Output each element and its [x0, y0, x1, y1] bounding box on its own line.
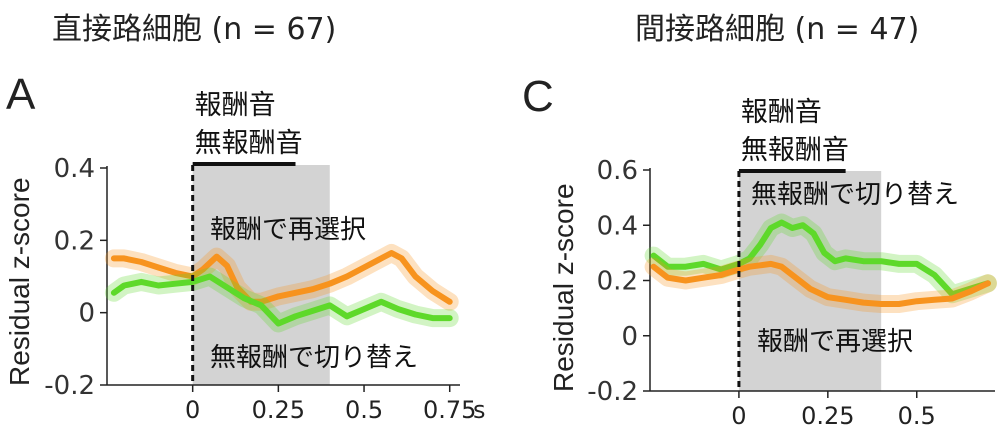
y-tick-label: -0.2 — [587, 377, 638, 407]
series-line — [110, 273, 453, 327]
y-tick-label: 0 — [621, 322, 638, 352]
y-tick-label: 0.4 — [597, 211, 638, 241]
x-unit-label: s — [473, 396, 486, 424]
x-tick-label: 0.5 — [345, 396, 383, 424]
y-tick-label: 0.6 — [597, 156, 638, 186]
x-tick-label: 0 — [185, 396, 200, 424]
series-annotation: 報酬で再選択 — [757, 327, 913, 357]
sound-label-noreward: 無報酬音 — [195, 128, 303, 159]
y-tick-label: 0.2 — [597, 267, 638, 297]
panel-a-letter: A — [6, 70, 36, 119]
y-tick-label: 0 — [78, 299, 95, 329]
y-tick-label: 0.2 — [54, 226, 95, 256]
x-tick-label: 0 — [731, 402, 746, 430]
sound-label-noreward: 無報酬音 — [741, 135, 849, 166]
shaded-region — [192, 165, 330, 385]
x-tick-label: 0.75 — [423, 396, 476, 424]
x-tick-label: 0.25 — [801, 402, 854, 430]
series-line — [650, 260, 991, 307]
panel-c-title: 間接路細胞 (n = 47) — [635, 12, 920, 47]
series-line — [650, 219, 991, 298]
shaded-region — [738, 171, 882, 391]
panel-c-letter: C — [522, 72, 554, 121]
series-annotation: 無報酬で切り替え — [210, 343, 418, 373]
sound-label-reward: 報酬音 — [741, 97, 822, 128]
sound-label-reward: 報酬音 — [195, 90, 276, 121]
y-tick-label: 0.4 — [54, 154, 95, 184]
y-tick-label: -0.2 — [44, 371, 95, 401]
series-annotation: 無報酬で切り替え — [751, 180, 959, 210]
panel-a-title: 直接路細胞 (n = 67) — [52, 12, 337, 47]
x-tick-label: 0.5 — [898, 402, 936, 430]
series-annotation: 報酬で再選択 — [210, 215, 366, 245]
series-line — [110, 250, 453, 305]
chart-c: -0.2 0 0.2 0.4 0.6 0 0.25 0.5 報酬音無報酬音無報酬で切り替え報酬で… — [587, 97, 997, 430]
x-tick-label: 0.25 — [252, 396, 305, 424]
chart-a: -0.2 0 0.2 0.4 0 0.25 0.5 0.75s 報酬音無報酬音報酬で再選択無報酬… — [44, 90, 486, 424]
